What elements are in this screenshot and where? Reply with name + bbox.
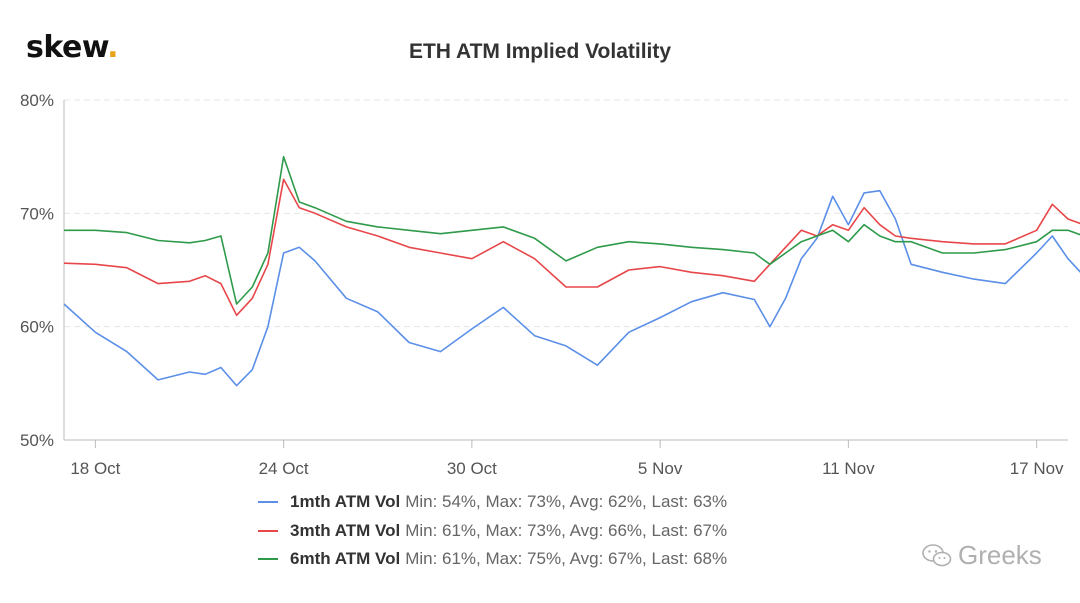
logo-dot: . [107,30,119,65]
legend-item-1mth[interactable]: 1mth ATM Vol Min: 54%, Max: 73%, Avg: 62… [258,488,727,517]
chart-title: ETH ATM Implied Volatility [408,40,672,63]
legend-item-6mth[interactable]: 6mth ATM Vol Min: 61%, Max: 75%, Avg: 67… [258,545,727,574]
legend-swatch-3mth [258,529,278,532]
legend-stats-6mth: Min: 61%, Max: 75%, Avg: 67%, Last: 68% [405,549,728,569]
wechat-icon [922,543,952,566]
chart-legend: 1mth ATM Vol Min: 54%, Max: 73%, Avg: 62… [258,488,727,574]
legend-swatch-1mth [258,501,278,504]
x-tick-label: 17 Nov [1010,459,1064,478]
x-tick-label: 11 Nov [822,459,875,478]
y-tick-label: 60% [20,318,54,337]
y-tick-label: 80% [20,91,54,110]
legend-stats-3mth: Min: 61%, Max: 73%, Avg: 66%, Last: 67% [405,520,728,540]
series-line-3mth [63,178,1080,317]
legend-swatch-6mth [258,558,278,561]
logo-text: skew [26,30,108,65]
x-tick-label: 24 Oct [259,459,309,478]
legend-label-1mth: 1mth ATM Vol [290,492,401,512]
x-tick-label: 30 Oct [447,459,497,478]
watermark: Greeks [922,540,1042,571]
x-tick-label: 18 Oct [70,459,120,478]
skew-logo: skew. [26,30,119,65]
series-line-6mth [64,155,1080,305]
series-line-1mth [63,189,1080,387]
x-tick-label: 5 Nov [638,459,683,478]
legend-label-6mth: 6mth ATM Vol [290,549,401,569]
legend-item-3mth[interactable]: 3mth ATM Vol Min: 61%, Max: 73%, Avg: 66… [258,517,727,546]
y-tick-label: 50% [20,431,54,450]
legend-label-3mth: 3mth ATM Vol [290,520,401,540]
watermark-text: Greeks [958,540,1042,570]
y-tick-label: 70% [20,204,54,223]
legend-stats-1mth: Min: 54%, Max: 73%, Avg: 62%, Last: 63% [405,492,728,512]
